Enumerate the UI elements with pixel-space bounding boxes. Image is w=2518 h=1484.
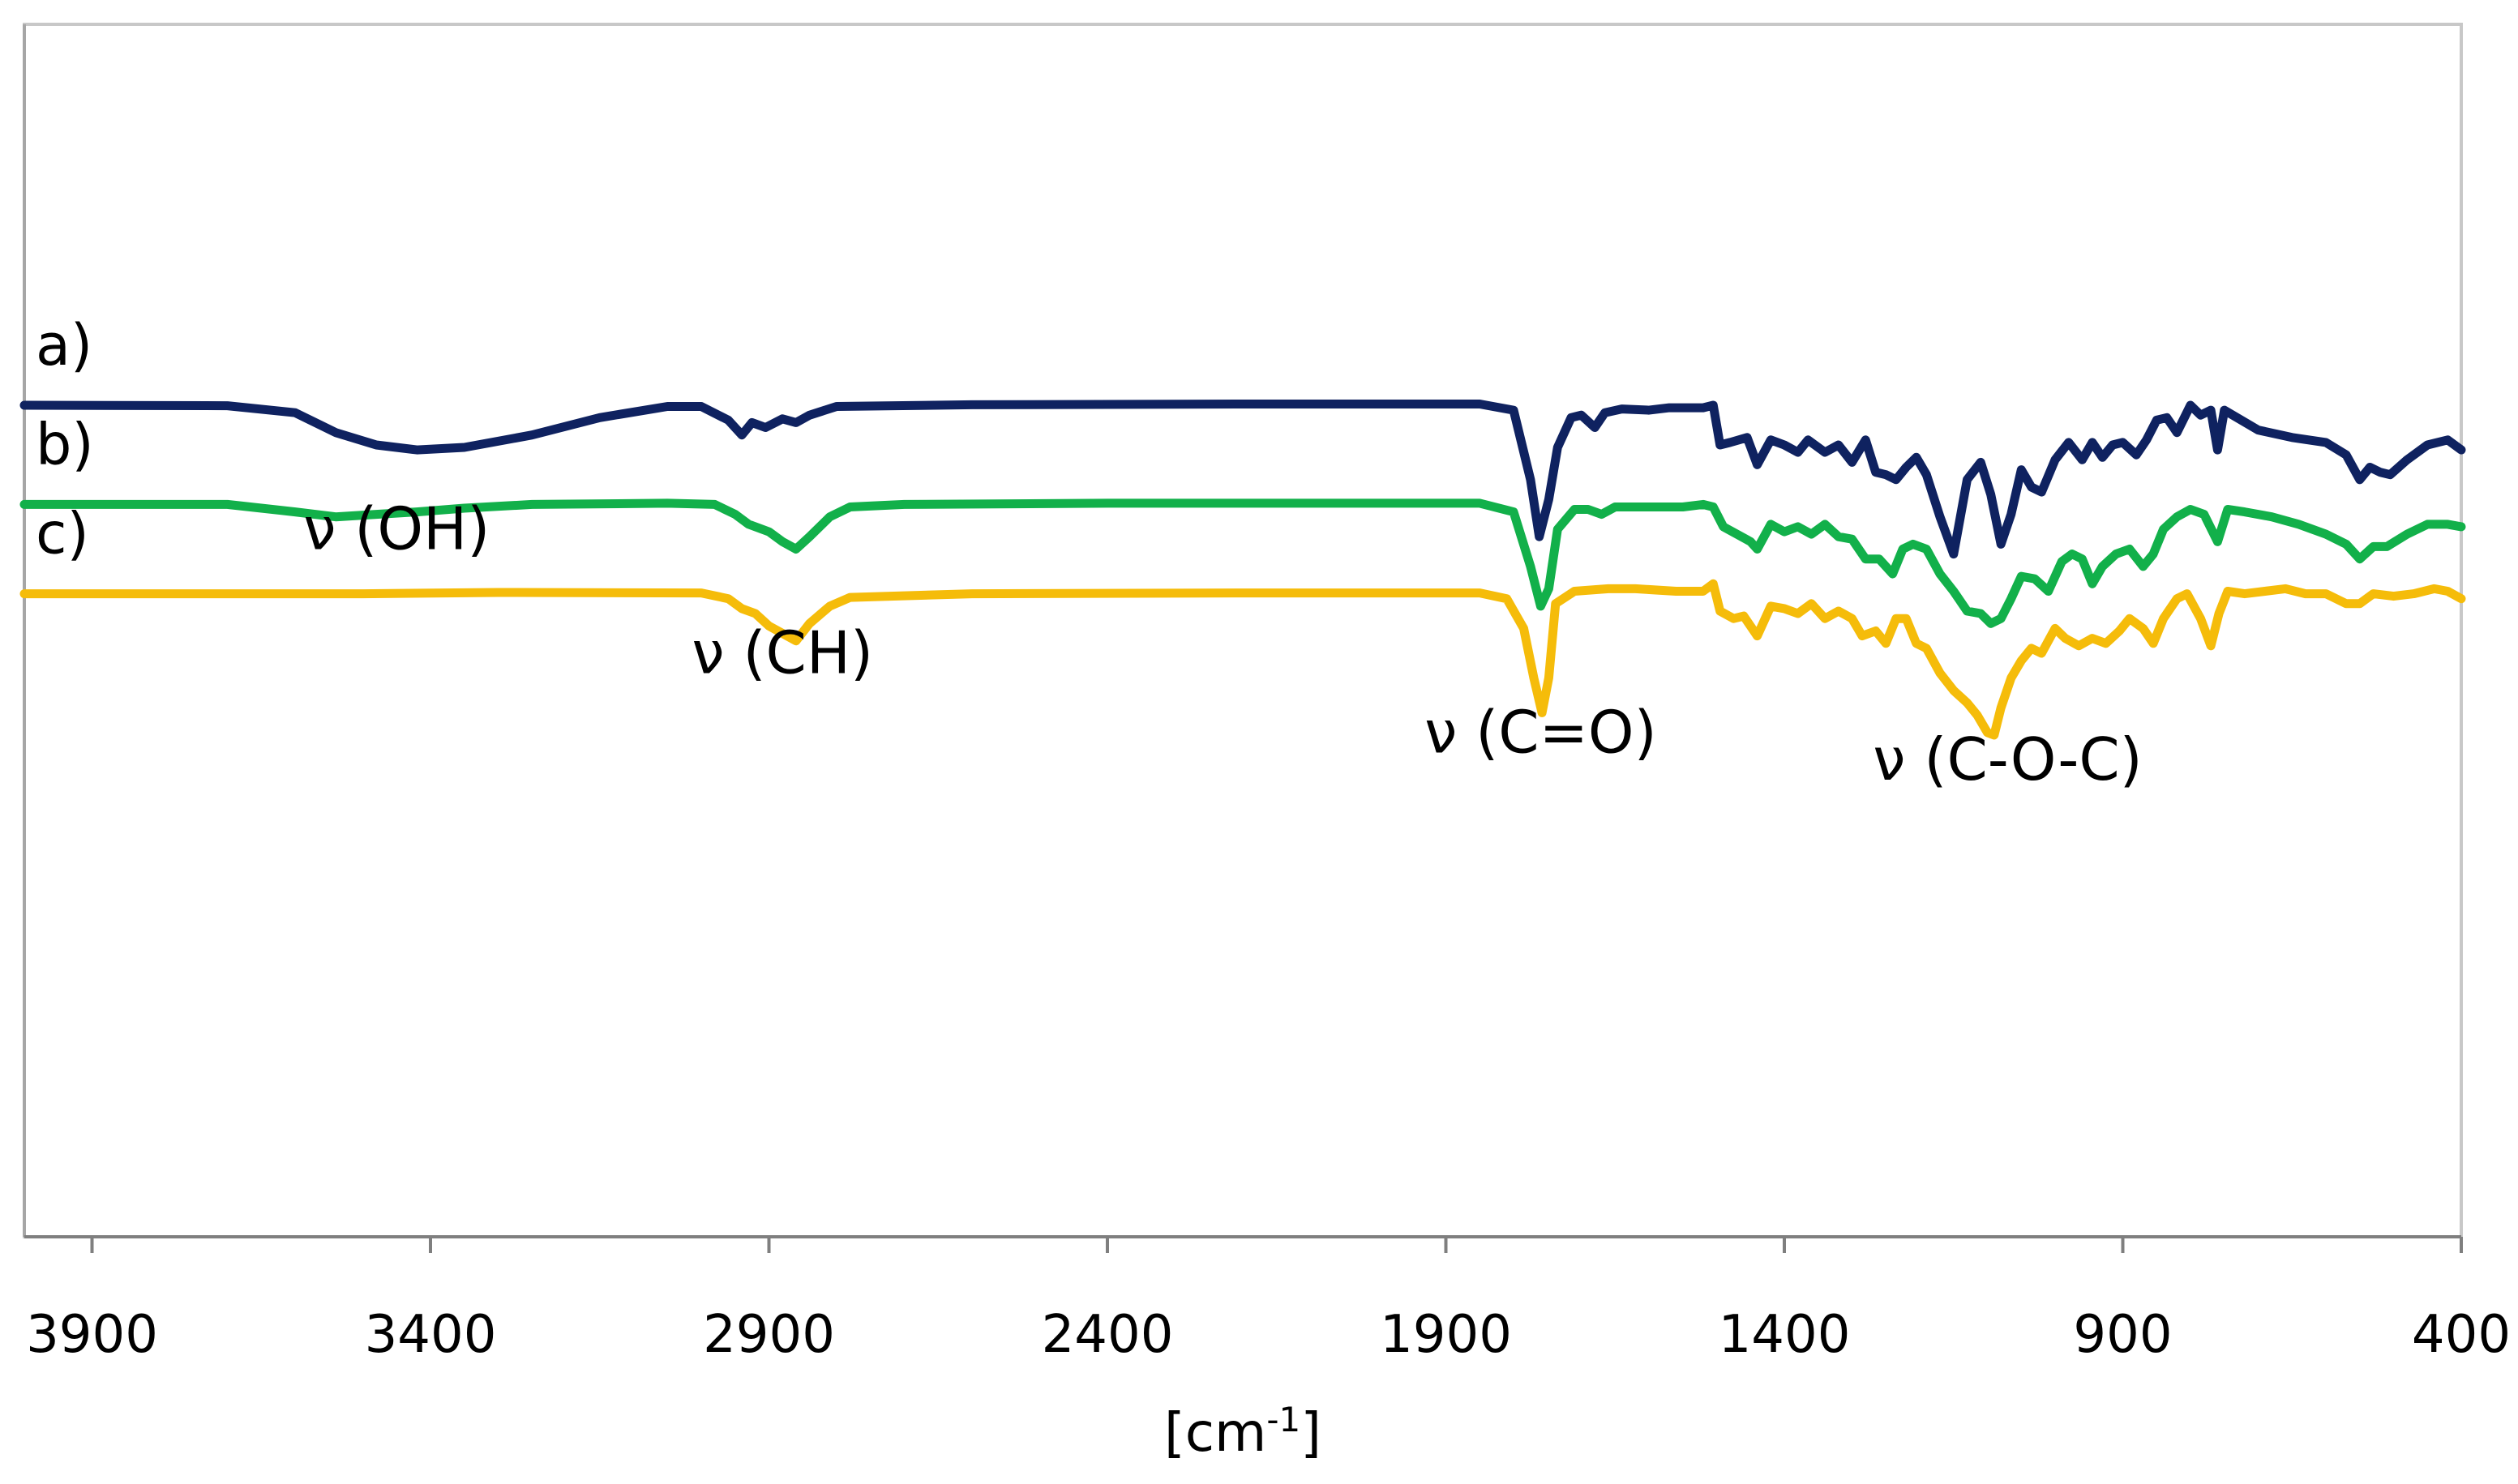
x-tick-label-1400: 1400 xyxy=(1719,1305,1851,1365)
peak-annotation-3: ν (C-O-C) xyxy=(1873,725,2142,793)
series-label-a: a) xyxy=(36,312,92,378)
series-layer xyxy=(19,400,2466,740)
x-tick-label-900: 900 xyxy=(2073,1305,2172,1365)
series-label-c: c) xyxy=(36,501,89,567)
series-line-c xyxy=(19,579,2466,740)
x-tick-label-400: 400 xyxy=(2412,1305,2511,1365)
peak-annotations: ν (OH) ν (CH) ν (C=O) ν (C-O-C) xyxy=(303,494,2143,793)
peak-annotation-1: ν (CH) xyxy=(692,618,873,686)
series-line-a xyxy=(19,400,2466,559)
series-line-b xyxy=(19,498,2466,628)
x-axis-label-sup: -1 xyxy=(1266,1400,1300,1439)
x-tick-label-3900: 3900 xyxy=(26,1305,158,1365)
peak-annotation-2: ν (C=O) xyxy=(1424,698,1657,766)
plot-frame xyxy=(23,23,2463,1238)
series-labels: a) b) c) xyxy=(36,312,94,567)
x-tick-label-3400: 3400 xyxy=(365,1305,497,1365)
series-label-b: b) xyxy=(36,411,94,477)
x-axis-label: [cm-1] xyxy=(1164,1400,1321,1465)
x-ticks xyxy=(90,1237,2463,1253)
x-tick-label-2900: 2900 xyxy=(703,1305,835,1365)
x-tick-label-1900: 1900 xyxy=(1380,1305,1512,1365)
x-tick-label-2400: 2400 xyxy=(1042,1305,1174,1365)
x-tick-labels: 3900 3400 2900 2400 1900 1400 900 400 xyxy=(26,1305,2511,1365)
peak-annotation-0: ν (OH) xyxy=(303,494,490,562)
